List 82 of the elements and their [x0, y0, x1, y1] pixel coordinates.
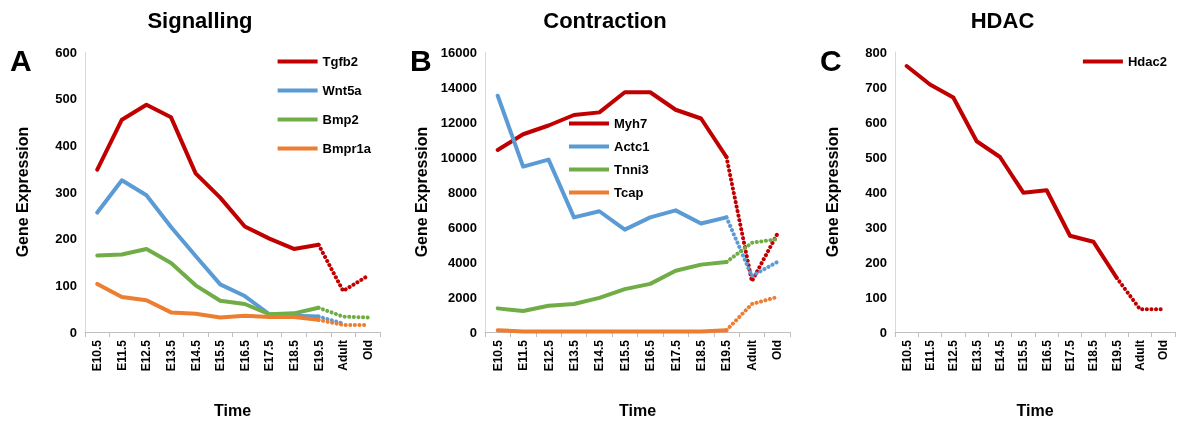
x-tick-label: E15.5	[213, 339, 228, 372]
y-tick-label: 700	[865, 79, 887, 95]
x-tick-label: E16.5	[1039, 339, 1054, 372]
y-tick-label: 400	[55, 137, 77, 153]
x-tick-label: E13.5	[566, 339, 581, 372]
text: A	[10, 43, 32, 77]
x-tick-label: Old	[1156, 340, 1171, 360]
legend-label: Bmp2	[322, 112, 359, 127]
y-tick-label: 800	[865, 44, 887, 60]
y-tick-label: 2000	[448, 289, 477, 305]
x-tick-label: Adult	[336, 340, 351, 371]
y-tick-label: 14000	[440, 79, 477, 95]
x-tick-label: E12.5	[139, 339, 154, 372]
x-tick-label: Adult	[744, 340, 759, 371]
chart-title: Contraction	[543, 7, 667, 33]
y-tick-label: 8000	[448, 184, 477, 200]
x-tick-label: E16.5	[237, 339, 252, 372]
x-tick-label: Old	[770, 340, 785, 360]
legend-label: Wnt5a	[322, 83, 363, 98]
x-tick-label: E12.5	[946, 339, 961, 372]
x-tick-label: E14.5	[993, 339, 1007, 372]
x-tick-label: E12.5	[541, 339, 556, 372]
chart-title: Signalling	[147, 7, 253, 33]
legend-label: Tnni3	[614, 162, 649, 177]
x-tick-label: E13.5	[969, 339, 984, 372]
x-tick-label: E11.5	[516, 339, 531, 371]
x-tick-label: E19.5	[719, 339, 734, 372]
y-axis-title: Gene Expression	[13, 126, 31, 258]
y-tick-label: 300	[55, 184, 77, 200]
x-tick-label: Adult	[1133, 340, 1147, 371]
y-tick-label: 16000	[440, 44, 477, 60]
y-tick-label: 100	[55, 277, 77, 293]
y-tick-label: 6000	[448, 219, 477, 235]
x-tick-label: E18.5	[1086, 339, 1101, 372]
x-tick-label: Old	[360, 340, 375, 360]
x-tick-label: E17.5	[1063, 339, 1077, 372]
y-tick-label: 500	[55, 91, 77, 107]
legend-label: Hdac2	[1127, 54, 1167, 69]
legend-label: Actc1	[614, 139, 650, 154]
x-tick-label: E18.5	[694, 339, 709, 372]
y-tick-label: 0	[69, 324, 77, 340]
x-tick-label: E13.5	[164, 339, 179, 372]
y-tick-label: 100	[865, 289, 887, 305]
x-tick-label: E14.5	[592, 339, 607, 372]
x-tick-label: E15.5	[1016, 339, 1031, 372]
y-axis-title: Gene Expression	[413, 126, 431, 258]
text: B	[410, 43, 432, 77]
x-tick-label: E17.5	[262, 339, 277, 372]
y-tick-label: 10000	[440, 149, 477, 165]
x-tick-label: E15.5	[617, 339, 632, 372]
y-tick-label: 300	[865, 219, 887, 235]
legend-label: Bmpr1a	[322, 141, 372, 156]
y-tick-label: 12000	[440, 114, 477, 130]
x-tick-label: E19.5	[1109, 339, 1124, 372]
text: C	[820, 43, 842, 77]
y-axis-title: Gene Expression	[823, 126, 841, 258]
x-tick-label: E14.5	[188, 339, 203, 372]
y-tick-label: 0	[469, 324, 477, 340]
x-axis-title: Time	[1016, 401, 1054, 419]
legend-label: Tcap	[614, 185, 644, 200]
y-tick-label: 200	[55, 231, 77, 247]
x-axis-title: Time	[213, 401, 252, 419]
chart-title: HDAC	[970, 7, 1035, 33]
y-tick-label: 500	[865, 149, 887, 165]
y-tick-label: 400	[865, 184, 887, 200]
y-tick-label: 600	[865, 114, 887, 130]
x-tick-label: E11.5	[114, 339, 129, 371]
x-tick-label: E10.5	[490, 339, 505, 372]
x-tick-label: E16.5	[643, 339, 658, 372]
y-tick-label: 600	[55, 44, 77, 60]
y-tick-label: 200	[865, 254, 887, 270]
x-tick-label: E11.5	[923, 339, 937, 371]
legend-label: Myh7	[614, 116, 648, 131]
x-tick-label: E10.5	[899, 339, 914, 372]
legend-label: Tgfb2	[322, 54, 358, 69]
x-tick-label: E18.5	[286, 339, 301, 372]
x-axis-title: Time	[618, 401, 657, 419]
y-tick-label: 0	[879, 324, 887, 340]
y-tick-label: 4000	[448, 254, 477, 270]
x-tick-label: E10.5	[90, 339, 105, 372]
x-tick-label: E19.5	[311, 339, 326, 372]
x-tick-label: E17.5	[668, 339, 683, 372]
